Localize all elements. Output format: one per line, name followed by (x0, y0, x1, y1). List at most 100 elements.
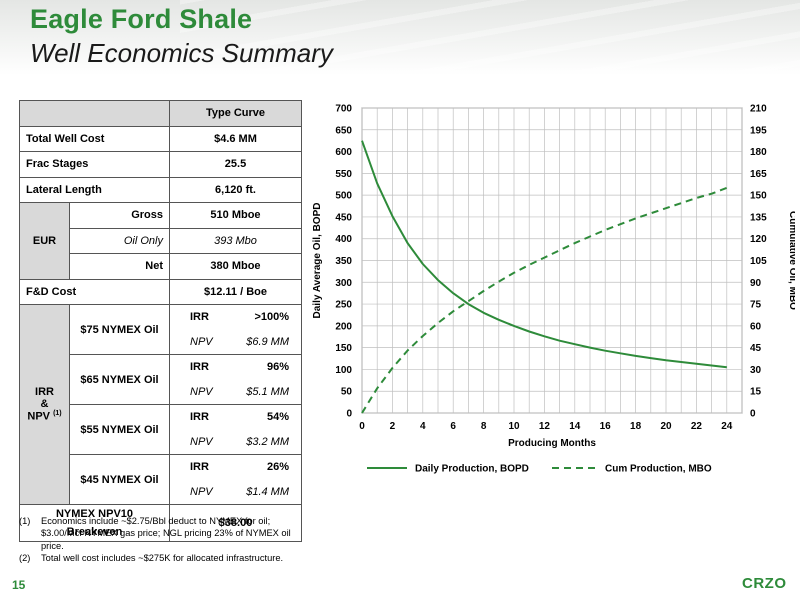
x-tick-label: 20 (660, 421, 672, 432)
total-well-cost-label: Total Well Cost (19, 125, 170, 152)
irr-label-footnote: (1) (53, 410, 62, 418)
eur-net-value: 380 Mboe (169, 253, 302, 280)
chart-legend: Daily Production, BOPD Cum Production, M… (367, 464, 712, 475)
breakeven-label-line2: Breakeven (66, 526, 123, 538)
y-right-tick-label: 105 (750, 256, 767, 267)
table-row: Net 380 Mboe (20, 253, 302, 280)
y-left-tick-label: 450 (335, 212, 352, 223)
y-left-tick-label: 600 (335, 147, 352, 158)
y-left-tick-label: 250 (335, 300, 352, 311)
table-row: $65 NYMEX Oil IRR 96% (20, 354, 302, 405)
lateral-length-label: Lateral Length (19, 176, 170, 203)
chart-grid (361, 107, 743, 414)
economics-table: Type Curve Total Well Cost $4.6 MM Frac … (19, 100, 302, 542)
y-right-tick-label: 165 (750, 169, 767, 180)
scenario-65-irr-label: IRR (169, 354, 236, 380)
x-tick-label: 8 (481, 421, 487, 432)
y-axis-left-label: Daily Average Oil, BOPD (312, 203, 323, 319)
y-right-tick-label: 135 (750, 212, 767, 223)
cum-production-line (361, 186, 728, 414)
irr-label-line2: & (40, 398, 49, 411)
y-right-tick-label: 120 (750, 234, 767, 245)
scenario-55-npv-value: $3.2 MM (235, 429, 302, 455)
irr-npv-label: IRR & NPV (1) (19, 304, 70, 505)
y-right-tick-label: 60 (750, 321, 762, 332)
y-left-tick-label: 200 (335, 321, 352, 332)
eur-oil-value: 393 Mbo (169, 227, 302, 254)
table-row: Frac Stages 25.5 (19, 151, 302, 178)
slide-title: Eagle Ford Shale (30, 4, 253, 34)
slide-subtitle: Well Economics Summary (30, 38, 333, 68)
y-left-tick-label: 50 (341, 387, 353, 398)
scenario-75-irr-value: >100% (235, 304, 302, 330)
x-tick-label: 10 (508, 421, 520, 432)
y-right-tick-label: 195 (750, 125, 767, 136)
table-row: NPV $3.2 MM (20, 429, 302, 455)
table-row: NYMEX NPV10 Breakeven $38.00 (19, 504, 302, 542)
table-row: IRR & NPV (1) $75 NYMEX Oil IRR >100% (19, 304, 302, 505)
scenario-65-name: $65 NYMEX Oil (69, 354, 170, 405)
irr-label-line3: NPV (27, 410, 50, 423)
page-number: 15 (12, 578, 26, 592)
footnotes: (1) Economics include ~$2.75/Bbl deduct … (19, 515, 309, 565)
scenario-75-irr-label: IRR (169, 304, 236, 330)
table-row: Total Well Cost $4.6 MM (19, 125, 302, 152)
y-left-tick-label: 150 (335, 343, 352, 354)
footnote-number: (1) (19, 516, 31, 526)
y-right-tick-label: 150 (750, 191, 767, 202)
company-logo: CRZO (742, 575, 787, 592)
legend-daily-label: Daily Production, BOPD (415, 464, 529, 475)
scenario-65-npv-value: $5.1 MM (235, 379, 302, 405)
total-well-cost-value: $4.6 MM (169, 125, 302, 152)
scenario-65-irr-value: 96% (235, 354, 302, 380)
eur-net-label: Net (69, 253, 170, 280)
x-tick-label: 24 (721, 421, 733, 432)
x-tick-label: 6 (450, 421, 456, 432)
scenario-55-irr-label: IRR (169, 404, 236, 430)
footnote-number: (2) (19, 553, 31, 564)
scenario-45-irr-value: 26% (235, 454, 302, 480)
x-tick-label: 16 (600, 421, 612, 432)
y-right-tick-label: 210 (750, 104, 767, 115)
y-left-tick-label: 350 (335, 256, 352, 267)
x-axis-label: Producing Months (508, 438, 596, 449)
footnote-text: Total well cost includes ~$275K for allo… (41, 553, 284, 564)
fd-cost-label: F&D Cost (19, 278, 170, 305)
scenario-45-irr-label: IRR (169, 454, 236, 480)
scenario-55-npv-label: NPV (169, 429, 236, 455)
x-tick-label: 12 (539, 421, 551, 432)
y-left-tick-label: 300 (335, 278, 352, 289)
y-right-tick-label: 75 (750, 300, 762, 311)
x-tick-label: 2 (390, 421, 396, 432)
y-left-tick-label: 700 (335, 104, 352, 115)
footnote-2: (2) Total well cost includes ~$275K for … (19, 552, 309, 564)
x-tick-label: 22 (691, 421, 703, 432)
legend-cum-label: Cum Production, MBO (605, 464, 712, 475)
y-left-tick-label: 500 (335, 191, 352, 202)
scenario-45-npv-label: NPV (169, 479, 236, 505)
y-left-tick-label: 0 (346, 409, 352, 420)
scenario-45-name: $45 NYMEX Oil (69, 454, 170, 505)
scenario-55-name: $55 NYMEX Oil (69, 404, 170, 455)
breakeven-value: $38.00 (169, 504, 302, 542)
y-right-tick-label: 90 (750, 278, 762, 289)
table-header-row: Type Curve (19, 100, 302, 127)
table-row: Lateral Length 6,120 ft. (19, 176, 302, 203)
header-band (0, 0, 800, 75)
scenario-75-npv-value: $6.9 MM (235, 329, 302, 355)
y-right-tick-label: 45 (750, 343, 762, 354)
x-tick-label: 18 (630, 421, 642, 432)
eur-gross-label: Gross (69, 202, 170, 229)
table-row: $55 NYMEX Oil IRR 54% (20, 404, 302, 455)
frac-stages-label: Frac Stages (19, 151, 170, 178)
breakeven-label-line1: NYMEX NPV10 (55, 508, 134, 520)
y-left-tick-label: 400 (335, 234, 352, 245)
x-tick-label: 0 (359, 421, 365, 432)
footnote-1: (1) Economics include ~$2.75/Bbl deduct … (19, 515, 309, 552)
table-row: NPV $5.1 MM (20, 379, 302, 405)
chart-ticks: 0 2 4 6 8 10 12 14 16 18 20 22 240501001502002503003… (335, 104, 767, 433)
scenario-45-npv-value: $1.4 MM (235, 479, 302, 505)
y-left-tick-label: 650 (335, 125, 352, 136)
table-row: $45 NYMEX Oil IRR 26% (20, 454, 302, 505)
y-axis-right-label: Cumulative Oil, MBO (787, 211, 795, 310)
